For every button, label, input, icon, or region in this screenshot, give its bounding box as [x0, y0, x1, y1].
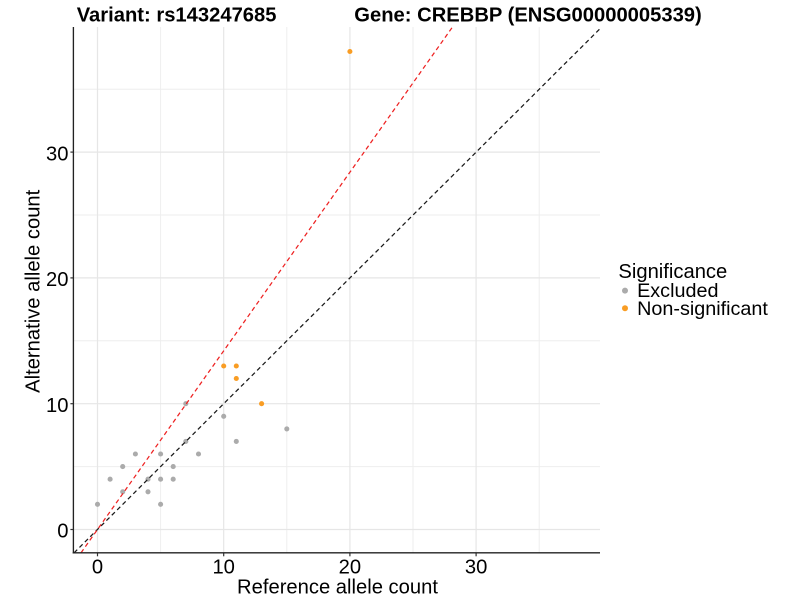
svg-text:Excluded: Excluded: [637, 280, 718, 302]
svg-text:Gene: CREBBP (ENSG00000005339): Gene: CREBBP (ENSG00000005339): [354, 4, 701, 26]
svg-text:20: 20: [46, 269, 68, 291]
svg-text:Variant: rs143247685: Variant: rs143247685: [77, 4, 277, 26]
svg-text:Alternative allele count: Alternative allele count: [23, 189, 45, 393]
svg-text:10: 10: [46, 395, 68, 417]
svg-text:0: 0: [57, 521, 68, 543]
svg-text:10: 10: [212, 556, 234, 578]
svg-text:Significance: Significance: [618, 261, 727, 283]
svg-text:0: 0: [92, 556, 103, 578]
svg-text:20: 20: [339, 556, 361, 578]
svg-text:Reference allele count: Reference allele count: [237, 577, 438, 599]
svg-text:30: 30: [46, 143, 68, 165]
svg-text:Non-significant: Non-significant: [637, 298, 768, 320]
svg-text:30: 30: [465, 556, 487, 578]
